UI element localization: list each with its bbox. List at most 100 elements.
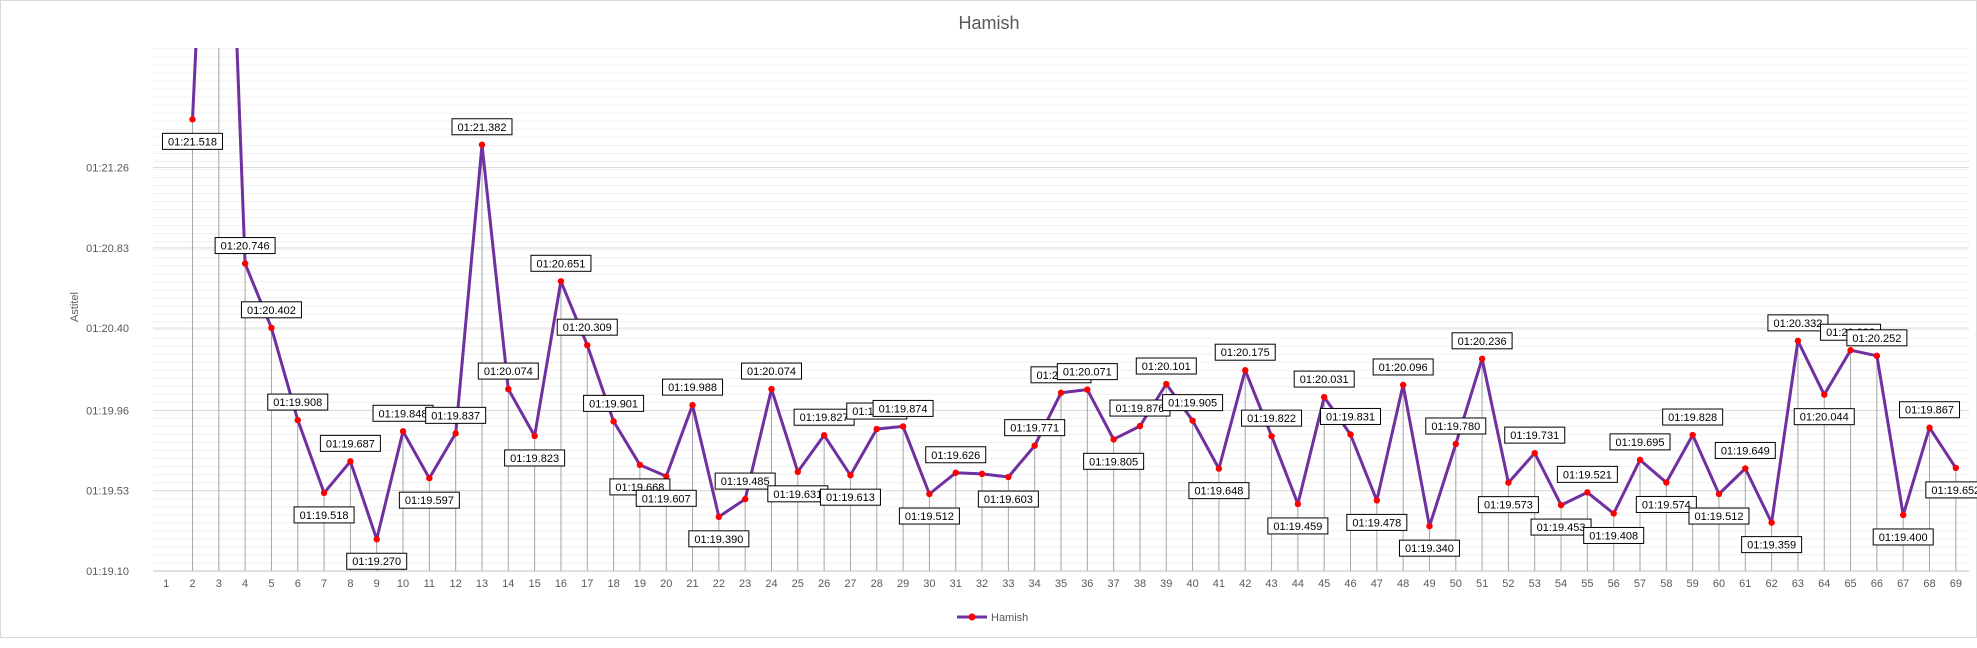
data-point <box>899 423 907 430</box>
data-label-box <box>1741 536 1803 554</box>
data-point <box>268 324 275 332</box>
x-tick-label: 55 <box>1581 578 1593 590</box>
data-label: 01:19.780 <box>1431 421 1480 433</box>
data-label-box <box>1398 539 1460 557</box>
data-label-box <box>267 393 329 411</box>
data-label: 01:19.837 <box>431 410 480 422</box>
data-point <box>1110 436 1117 443</box>
data-label: 01:19.400 <box>1879 532 1928 544</box>
y-tick-label: 01:19.96 <box>86 405 129 417</box>
x-tick-label: 67 <box>1897 578 1909 590</box>
data-label-box <box>530 254 592 272</box>
data-label: 01:19.613 <box>826 492 875 504</box>
x-tick-label: 21 <box>686 578 698 590</box>
data-point <box>1373 497 1381 504</box>
data-label: 01:20.031 <box>1300 374 1349 386</box>
data-label-box <box>1504 426 1566 444</box>
data-point <box>636 461 644 469</box>
data-label-box <box>1346 513 1408 531</box>
x-tick-label: 39 <box>1160 578 1172 590</box>
data-label: 01:19.607 <box>642 493 691 505</box>
x-tick-label: 19 <box>634 578 646 590</box>
y-tick-label: 01:20.83 <box>86 243 129 255</box>
data-point <box>663 473 670 480</box>
x-tick-label: 26 <box>818 578 830 590</box>
data-label: 01:19.771 <box>1010 423 1059 435</box>
data-label: 01:20.175 <box>1221 347 1270 359</box>
data-label: 01:20.402 <box>247 305 296 317</box>
series-line <box>191 48 1958 541</box>
data-label-box <box>1083 452 1145 470</box>
data-label-box <box>398 491 460 509</box>
data-label: 01:20.044 <box>1800 412 1849 424</box>
data-point <box>1057 389 1065 397</box>
x-tick-label: 15 <box>528 578 540 590</box>
data-label: 01:19.485 <box>721 476 770 488</box>
x-tick-label: 9 <box>374 578 380 590</box>
x-tick-label: 29 <box>897 578 909 590</box>
data-label-box <box>1899 401 1961 419</box>
x-tick-label: 1 <box>163 578 169 590</box>
data-point <box>1557 501 1565 509</box>
data-label: 01:19.652 <box>1931 485 1977 497</box>
x-tick-label: 27 <box>844 578 856 590</box>
data-point <box>610 418 617 425</box>
data-point <box>1768 519 1775 526</box>
data-label: 01:19.648 <box>1194 486 1243 498</box>
data-label-box <box>925 446 987 464</box>
data-point <box>1478 355 1486 363</box>
x-tick-label: 12 <box>450 578 462 590</box>
data-label-box <box>1872 528 1934 546</box>
data-label-box <box>1056 363 1118 381</box>
data-label-box <box>1320 407 1382 425</box>
x-tick-label: 56 <box>1608 578 1620 590</box>
x-tick-label: 47 <box>1371 578 1383 590</box>
x-tick-label: 14 <box>502 578 514 590</box>
data-point <box>1610 510 1617 517</box>
x-tick-label: 66 <box>1871 578 1883 590</box>
data-label-box <box>1925 481 1977 499</box>
data-point <box>1320 393 1328 401</box>
data-point <box>320 489 328 497</box>
x-tick-label: 48 <box>1397 578 1409 590</box>
data-point <box>847 471 854 479</box>
x-tick-label: 34 <box>1029 578 1041 590</box>
x-tick-label: 43 <box>1265 578 1277 590</box>
data-label-box <box>1556 465 1618 483</box>
data-label-box <box>214 237 276 255</box>
data-label: 01:19.597 <box>405 495 454 507</box>
data-point <box>1505 479 1512 486</box>
data-point <box>557 278 565 285</box>
data-label: 01:19.805 <box>1089 456 1138 468</box>
data-label-box <box>714 472 776 490</box>
data-label-box <box>319 434 381 452</box>
data-label-box <box>161 132 223 150</box>
data-label: 01:19.408 <box>1589 530 1638 542</box>
data-label: 01:19.631 <box>773 489 822 501</box>
x-tick-label: 62 <box>1765 578 1777 590</box>
data-point <box>1663 479 1670 486</box>
data-label-box <box>1714 441 1776 459</box>
x-tick-label: 20 <box>660 578 672 590</box>
data-point <box>426 474 433 482</box>
data-point <box>1794 337 1802 345</box>
data-point <box>1242 367 1249 374</box>
x-tick-label: 5 <box>268 578 274 590</box>
data-label: 01:19.822 <box>1247 413 1296 425</box>
data-point <box>1847 347 1854 354</box>
data-point <box>1873 352 1881 360</box>
data-label: 01:19.478 <box>1352 517 1401 529</box>
data-label-box <box>1609 433 1671 451</box>
y-tick-label: 01:21.26 <box>86 163 129 175</box>
x-tick-label: 33 <box>1002 578 1014 590</box>
data-label: 01:19.626 <box>931 450 980 462</box>
x-tick-label: 13 <box>476 578 488 590</box>
x-tick-label: 49 <box>1423 578 1435 590</box>
data-label-box <box>898 507 960 525</box>
data-label: 01:19.603 <box>984 494 1033 506</box>
series-hamish <box>189 48 1960 543</box>
data-label: 01:19.988 <box>668 382 717 394</box>
data-label: 01:19.649 <box>1721 445 1770 457</box>
data-label-box <box>425 406 487 424</box>
data-label: 01:19.831 <box>1326 411 1375 423</box>
